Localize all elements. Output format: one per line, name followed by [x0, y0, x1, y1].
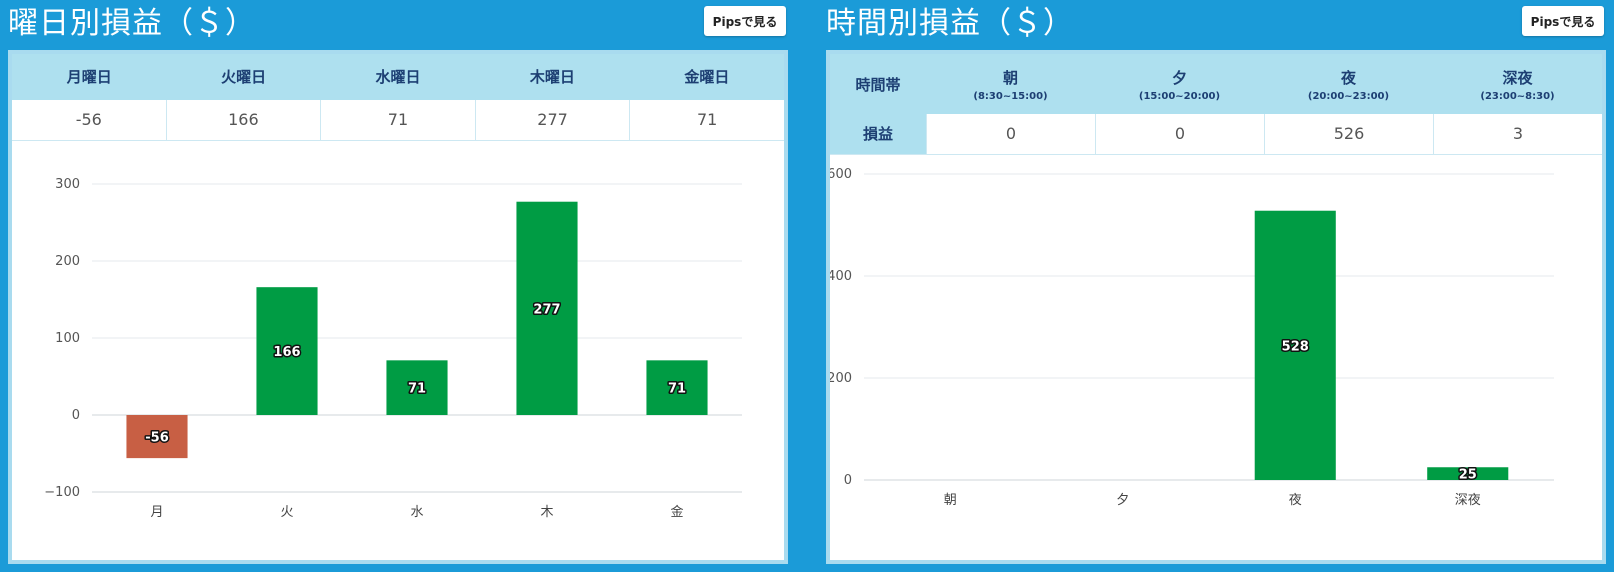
day-value-fri: 71 [629, 100, 784, 140]
day-value-wed: 71 [320, 100, 475, 140]
day-bar [256, 287, 318, 415]
day-value-mon: -56 [75, 110, 102, 129]
time-range-morning: (8:30~15:00) [973, 90, 1048, 102]
time-range-evening: (15:00~20:00) [1138, 90, 1221, 102]
day-header-fri: 金曜日 [684, 68, 730, 86]
day-card: 月曜日 火曜日 水曜日 木曜日 金曜日 -56 166 71 277 71 −1… [8, 50, 788, 564]
day-data-label: 277 [533, 302, 560, 317]
day-ytick-label: 0 [72, 408, 80, 423]
time-panel-title: 時間別損益（＄） [826, 6, 1074, 41]
time-bar-chart: 0 200 400 600 朝 夕 528 夜 25 深夜 [830, 167, 1554, 508]
time-label-morning: 朝 [1002, 68, 1018, 87]
day-pips-button[interactable]: Pipsで見る [704, 6, 786, 36]
day-panel-title: 曜日別損益（＄） [8, 6, 256, 41]
time-label-night: 夜 [1340, 68, 1356, 87]
day-category-label: 火 [280, 505, 293, 520]
time-ytick-label: 200 [830, 371, 852, 386]
time-data-label: 25 [1459, 468, 1477, 483]
day-ytick-label: 200 [55, 254, 80, 269]
time-value-morning: 0 [926, 114, 1095, 154]
time-ytick-label: 400 [830, 269, 852, 284]
time-value-evening: 0 [1095, 114, 1264, 154]
day-bar [126, 415, 188, 459]
day-data-label: 71 [408, 382, 426, 397]
time-header-morning: 朝 (8:30~15:00) [926, 54, 1095, 114]
day-value-tue: 166 [165, 100, 321, 140]
time-label-latenight: 深夜 [1502, 68, 1533, 87]
day-ytick-label: −100 [44, 485, 80, 500]
day-value-thu: 277 [474, 100, 630, 140]
day-bar-chart: −100 0 100 200 300 -56 月 166 火 71 水 277 木 71 金 [44, 177, 742, 520]
time-header-corner: 時間帯 [830, 54, 926, 114]
day-header-wed: 水曜日 [375, 68, 421, 86]
time-pips-button[interactable]: Pipsで見る [1522, 6, 1604, 36]
time-value-night: 526 [1264, 114, 1433, 154]
time-table-values: 損益 0 0 526 3 [830, 114, 1602, 155]
day-ytick-label: 300 [55, 177, 80, 192]
day-header-mon: 月曜日 [66, 68, 112, 86]
time-bar [1427, 467, 1509, 480]
time-card: 時間帯 朝 (8:30~15:00) 夕 (15:00~20:00) 夜 (20… [826, 50, 1606, 564]
time-row-header: 時間帯 [855, 75, 901, 94]
day-table-values: -56 166 71 277 71 [12, 100, 784, 141]
time-header-night: 夜 (20:00~23:00) [1264, 54, 1433, 114]
time-ytick-label: 600 [830, 167, 852, 182]
day-header-tue: 火曜日 [221, 68, 267, 86]
day-bar [516, 201, 578, 415]
time-header-evening: 夕 (15:00~20:00) [1095, 54, 1264, 114]
time-bar [1254, 210, 1336, 480]
time-data-label: 528 [1282, 339, 1309, 354]
time-header-latenight: 深夜 (23:00~8:30) [1433, 54, 1602, 114]
time-table-header: 時間帯 朝 (8:30~15:00) 夕 (15:00~20:00) 夜 (20… [830, 54, 1602, 114]
day-category-label: 木 [540, 505, 553, 520]
time-range-night: (20:00~23:00) [1307, 90, 1390, 102]
day-ytick-label: 100 [55, 331, 80, 346]
time-category-label: 夕 [1116, 493, 1129, 508]
time-range-latenight: (23:00~8:30) [1480, 90, 1555, 102]
day-category-label: 月 [150, 505, 163, 520]
day-bar [646, 360, 708, 415]
time-of-day-panel: 時間別損益（＄） Pipsで見る 時間帯 朝 (8:30~15:00) 夕 (1… [818, 0, 1614, 572]
time-ytick-label: 0 [844, 473, 852, 488]
day-category-label: 水 [410, 505, 423, 520]
time-value-row-label: 損益 [830, 114, 926, 154]
time-category-label: 深夜 [1455, 493, 1481, 508]
day-header-thu: 木曜日 [529, 68, 575, 86]
day-data-label: -56 [145, 431, 169, 446]
time-label-evening: 夕 [1171, 68, 1187, 87]
day-category-label: 金 [670, 504, 683, 520]
day-data-label: 71 [668, 382, 686, 397]
time-category-label: 夜 [1289, 493, 1302, 508]
day-bar [386, 360, 448, 415]
day-table-header: 月曜日 火曜日 水曜日 木曜日 金曜日 [12, 54, 784, 100]
day-of-week-panel: 曜日別損益（＄） Pipsで見る 月曜日 火曜日 水曜日 木曜日 金曜日 -56… [0, 0, 796, 572]
day-data-label: 166 [273, 345, 300, 360]
time-value-latenight: 3 [1433, 114, 1602, 154]
time-category-label: 朝 [944, 493, 957, 508]
